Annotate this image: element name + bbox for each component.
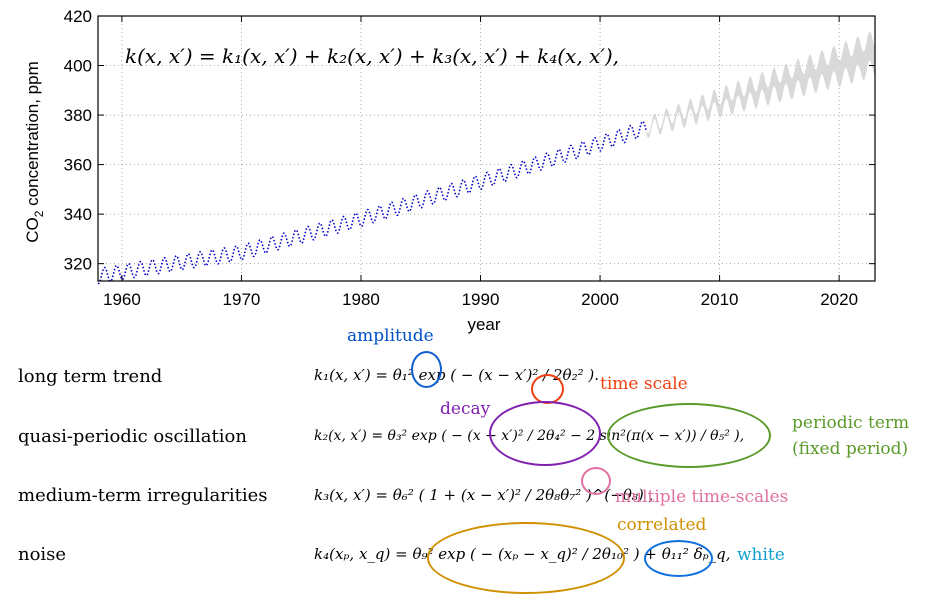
x-tick-label-1990: 1990: [462, 290, 500, 309]
axis-ticks: 1960 1970 1980 1990 2000 2010 2020 320 340 360 380…: [64, 7, 875, 309]
plot-frame: [97, 15, 876, 282]
row-label-quasi-periodic: quasi-periodic oscillation: [18, 426, 247, 447]
annotation-fixed-period: (fixed period): [792, 439, 909, 459]
kernel-sum-equation: k(x, x′) = k₁(x, x′) + k₂(x, x′) + k₃(x,…: [125, 44, 619, 68]
y-tick-label-360: 360: [64, 156, 92, 175]
ring-multiple-time-scales: [581, 467, 611, 495]
ring-decay: [489, 401, 601, 466]
formula-k1: k₁(x, x′) = θ₁² exp ( − (x − x′)² / 2θ₂²…: [314, 366, 599, 384]
y-tick-label-320: 320: [64, 255, 92, 274]
row-label-noise: noise: [18, 544, 67, 565]
y-tick-label-340: 340: [64, 205, 92, 224]
x-tick-label-2000: 2000: [581, 290, 619, 309]
observed-series: [97, 120, 648, 285]
x-tick-label-2010: 2010: [701, 290, 739, 309]
annotation-correlated: correlated: [617, 515, 707, 535]
ring-periodic: [607, 403, 771, 468]
ring-time-scale: [531, 374, 564, 404]
y-tick-label-380: 380: [64, 106, 92, 125]
y-axis-label-suffix: concentration, ppm: [23, 61, 42, 210]
x-tick-label-1970: 1970: [223, 290, 261, 309]
forecast-band: [646, 31, 875, 139]
ring-amplitude: [411, 351, 442, 388]
y-axis-label: CO2 concentration, ppm: [23, 61, 46, 243]
annotation-white: white: [737, 545, 785, 565]
y-axis-label-prefix: CO: [23, 217, 42, 243]
x-tick-label-2020: 2020: [820, 290, 858, 309]
annotation-time-scale: time scale: [600, 374, 688, 394]
x-tick-label-1960: 1960: [103, 290, 141, 309]
annotation-periodic-term: periodic term: [792, 413, 910, 433]
forecast-band-area: [646, 31, 875, 139]
x-axis-label: year: [467, 315, 500, 334]
observed-line: [97, 120, 648, 285]
annotation-multiple-time-scales: multiple time-scales: [615, 487, 789, 507]
x-tick-label-1980: 1980: [342, 290, 380, 309]
y-axis-label-subscript: 2: [32, 210, 46, 217]
ring-white: [644, 540, 713, 577]
annotation-amplitude: amplitude: [347, 326, 434, 346]
formula-k3: k₃(x, x′) = θ₆² ( 1 + (x − x′)² / 2θ₈θ₇²…: [314, 486, 654, 504]
row-label-long-term-trend: long term trend: [18, 366, 163, 387]
annotation-decay: decay: [440, 399, 491, 419]
y-tick-label-420: 420: [64, 7, 92, 26]
ring-correlated: [427, 522, 625, 594]
y-tick-label-400: 400: [64, 57, 92, 76]
row-label-medium-term: medium-term irregularities: [18, 485, 268, 506]
